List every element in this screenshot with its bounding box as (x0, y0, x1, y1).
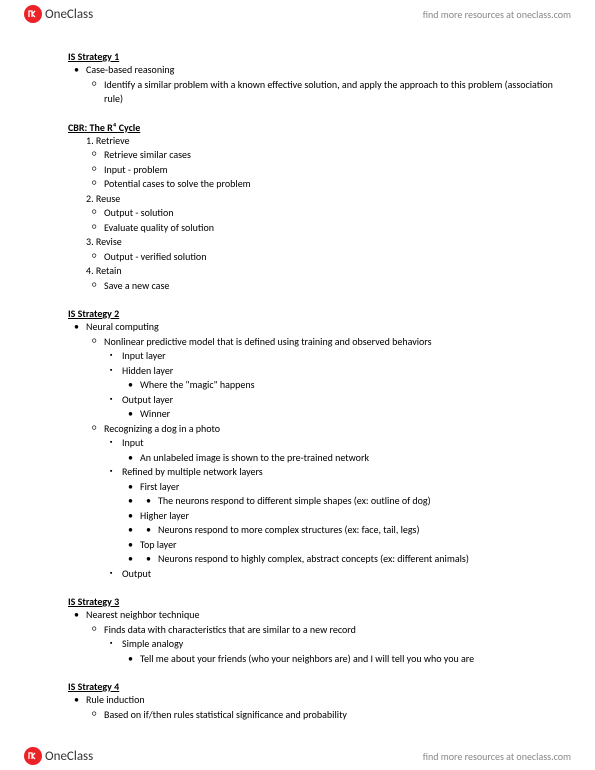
list-item: Neural computing (68, 320, 555, 335)
page-footer: OneClass find more resources at oneclass… (0, 742, 595, 770)
list-text: The neurons respond to different simple … (158, 494, 431, 507)
list-item: 4. Retain (68, 264, 555, 279)
list-item: Save a new case (68, 279, 555, 294)
list-item: •The neurons respond to different simple… (68, 494, 555, 509)
list-item: Top layer (68, 538, 555, 553)
list-item: •Neurons respond to highly complex, abst… (68, 552, 555, 567)
list-item: Potential cases to solve the problem (68, 177, 555, 192)
footer-tagline: find more resources at oneclass.com (423, 750, 571, 763)
list-item: Retrieve similar cases (68, 148, 555, 163)
document-body: IS Strategy 1 Case-based reasoning Ident… (68, 46, 555, 742)
logo-icon (24, 747, 42, 765)
brand-name: OneClass (45, 7, 93, 22)
header-tagline: find more resources at oneclass.com (423, 8, 571, 21)
list-item: Simple analogy (68, 637, 555, 652)
brand-name-footer: OneClass (45, 749, 93, 764)
list-item: First layer (68, 480, 555, 495)
list-item: Tell me about your friends (who your nei… (68, 652, 555, 667)
section-5-title: IS Strategy 4 (68, 680, 555, 693)
page-header: OneClass find more resources at oneclass… (0, 0, 595, 28)
section-1-title: IS Strategy 1 (68, 50, 555, 63)
list-item: Output layer (68, 393, 555, 408)
list-item: An unlabeled image is shown to the pre-t… (68, 451, 555, 466)
list-text: Neurons respond to highly complex, abstr… (158, 552, 469, 565)
list-item: Rule induction (68, 693, 555, 708)
list-item: Input - problem (68, 163, 555, 178)
brand-logo: OneClass (24, 5, 93, 23)
list-item: Input (68, 436, 555, 451)
list-item: Input layer (68, 349, 555, 364)
list-item: Evaluate quality of solution (68, 221, 555, 236)
brand-logo-footer: OneClass (24, 747, 93, 765)
list-item: Hidden layer (68, 364, 555, 379)
list-item: Nonlinear predictive model that is defin… (68, 335, 555, 350)
list-item: Identify a similar problem with a known … (68, 78, 555, 107)
list-item: 3. Revise (68, 235, 555, 250)
section-4-title: IS Strategy 3 (68, 595, 555, 608)
list-item: 1. Retrieve (68, 134, 555, 149)
list-item: Nearest neighbor technique (68, 608, 555, 623)
section-3-title: IS Strategy 2 (68, 307, 555, 320)
logo-icon (24, 5, 42, 23)
list-item: 2. Reuse (68, 192, 555, 207)
list-item: Finds data with characteristics that are… (68, 623, 555, 638)
list-item: Where the "magic" happens (68, 378, 555, 393)
list-item: Output - solution (68, 206, 555, 221)
list-item: •Neurons respond to more complex structu… (68, 523, 555, 538)
list-item: Based on if/then rules statistical signi… (68, 708, 555, 723)
list-item: Recognizing a dog in a photo (68, 422, 555, 437)
list-item: Case-based reasoning (68, 63, 555, 78)
list-item: Output - verified solution (68, 250, 555, 265)
list-item: Output (68, 567, 555, 582)
list-item: Winner (68, 407, 555, 422)
list-text: Neurons respond to more complex structur… (158, 523, 420, 536)
list-item: Higher layer (68, 509, 555, 524)
section-2-title: CBR: The R⁴ Cycle (68, 121, 555, 134)
list-item: Refined by multiple network layers (68, 465, 555, 480)
